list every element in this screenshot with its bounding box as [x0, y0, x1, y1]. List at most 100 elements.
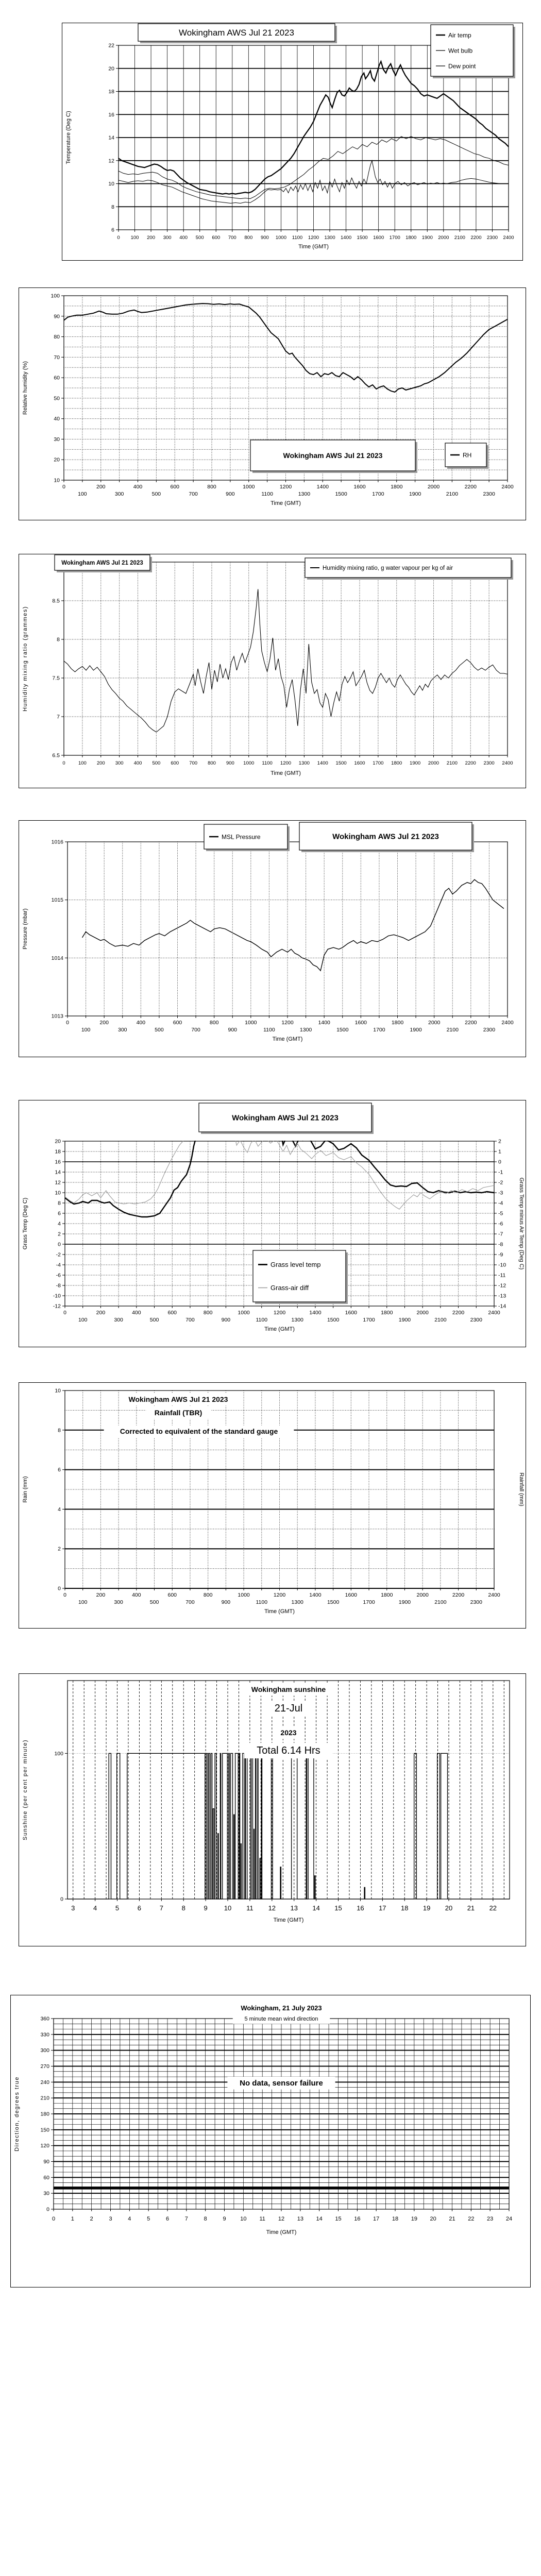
svg-text:2200: 2200 — [465, 1020, 477, 1026]
svg-text:210: 210 — [40, 2095, 49, 2102]
svg-text:14: 14 — [55, 1170, 61, 1176]
svg-text:18: 18 — [55, 1149, 61, 1155]
svg-text:3: 3 — [71, 1904, 75, 1912]
svg-text:2300: 2300 — [483, 1027, 496, 1033]
svg-text:2: 2 — [90, 2216, 93, 2222]
svg-text:2400: 2400 — [488, 1592, 500, 1598]
svg-text:120: 120 — [40, 2143, 49, 2149]
svg-text:1300: 1300 — [298, 491, 311, 497]
svg-text:Corrected to equivalent of the: Corrected to equivalent of the standard … — [120, 1427, 278, 1435]
svg-text:1300: 1300 — [292, 1599, 304, 1605]
svg-text:1200: 1200 — [274, 1592, 286, 1598]
svg-text:12: 12 — [278, 2216, 284, 2222]
svg-text:1500: 1500 — [327, 1599, 340, 1605]
svg-text:2300: 2300 — [483, 491, 495, 497]
svg-text:5: 5 — [115, 1904, 119, 1912]
chart-wind-direction: 0 30 60 90 120 150 180 210 240 270 300 330 360 0 1 2 3 4 5… — [10, 1995, 531, 2287]
svg-text:14: 14 — [312, 1904, 319, 1912]
svg-text:2000: 2000 — [438, 235, 449, 241]
svg-text:20: 20 — [445, 1904, 452, 1912]
chart-frame — [19, 1382, 526, 1629]
svg-text:700: 700 — [191, 1027, 200, 1033]
legend: RH — [450, 451, 471, 459]
svg-text:1: 1 — [71, 2216, 74, 2222]
svg-text:Pressure (mbar): Pressure (mbar) — [22, 908, 28, 949]
svg-text:Air temp: Air temp — [448, 31, 471, 39]
svg-text:6: 6 — [166, 2216, 169, 2222]
series-humidity-mixing-ratio — [64, 589, 508, 733]
svg-text:2100: 2100 — [446, 491, 459, 497]
chart-frame — [19, 820, 526, 1057]
axis-labels: 1020304050607080901000100200300400500600… — [22, 293, 514, 507]
svg-text:16: 16 — [354, 2216, 360, 2222]
axis-labels: -12-10-8-6-4-202468101214161820-14-13-12… — [22, 1139, 525, 1333]
svg-text:100: 100 — [81, 1027, 91, 1033]
svg-text:17: 17 — [373, 2216, 379, 2222]
svg-text:18: 18 — [108, 89, 114, 95]
svg-text:80: 80 — [54, 334, 60, 340]
svg-text:1200: 1200 — [274, 1310, 286, 1316]
svg-text:500: 500 — [150, 1317, 159, 1323]
svg-text:Rainfall (mm): Rainfall (mm) — [518, 1472, 525, 1506]
svg-text:1100: 1100 — [256, 1317, 267, 1323]
legend: Grass level temp Grass-air diff — [258, 1261, 321, 1292]
legend: Air temp Wet bulb Dew point — [436, 31, 476, 70]
svg-text:400: 400 — [133, 484, 143, 490]
axis-labels: 0 100 3 4 5 6 7 8 9 10 11 12 13 14 15 16 17 18 19 20 21 22 Tim… — [22, 1739, 497, 1923]
svg-text:16: 16 — [55, 1159, 61, 1165]
svg-text:0: 0 — [63, 1592, 66, 1598]
svg-text:1400: 1400 — [317, 484, 329, 490]
svg-text:No data, sensor failure: No data, sensor failure — [240, 2079, 323, 2088]
svg-text:2300: 2300 — [484, 760, 495, 766]
svg-text:MSL Pressure: MSL Pressure — [222, 833, 261, 840]
svg-text:12: 12 — [108, 158, 114, 164]
svg-text:6: 6 — [138, 1904, 141, 1912]
svg-text:-11: -11 — [498, 1273, 506, 1279]
svg-text:4: 4 — [93, 1904, 97, 1912]
pressure-svg: 1013 1014 1015 1016 0 100 200 300 400 500 600 700 80… — [19, 820, 526, 1057]
svg-text:200: 200 — [96, 484, 106, 490]
svg-text:0: 0 — [52, 2216, 55, 2222]
svg-text:Direction, degrees true: Direction, degrees true — [14, 2076, 20, 2151]
svg-text:9: 9 — [204, 1904, 208, 1912]
svg-text:13: 13 — [297, 2216, 303, 2222]
svg-text:RH: RH — [463, 451, 471, 459]
svg-text:900: 900 — [226, 491, 235, 497]
svg-text:600: 600 — [167, 1310, 177, 1316]
svg-text:330: 330 — [40, 2031, 49, 2038]
svg-text:22: 22 — [468, 2216, 474, 2222]
svg-text:1700: 1700 — [363, 1317, 375, 1323]
svg-text:Time (GMT): Time (GMT) — [266, 2229, 297, 2235]
svg-text:700: 700 — [189, 491, 198, 497]
svg-text:800: 800 — [210, 1020, 219, 1026]
svg-text:-2: -2 — [498, 1180, 503, 1186]
svg-text:300: 300 — [40, 2047, 49, 2054]
svg-text:20: 20 — [54, 457, 60, 463]
series-grass-air-diff — [65, 1141, 494, 1210]
annotations: Wokingham, 21 July 2023 5 minute mean win… — [227, 2002, 335, 2090]
svg-text:1100: 1100 — [292, 235, 302, 241]
svg-text:2100: 2100 — [454, 235, 465, 241]
svg-text:20: 20 — [430, 2216, 436, 2222]
svg-text:200: 200 — [99, 1020, 109, 1026]
svg-text:1200: 1200 — [281, 1020, 294, 1026]
svg-text:2200: 2200 — [452, 1310, 465, 1316]
chart-mixing-ratio: 6.577.588.590100200300400500600700800900… — [19, 554, 526, 788]
svg-text:1400: 1400 — [341, 235, 351, 241]
svg-text:Humidity mixing ratio (grammes: Humidity mixing ratio (grammes) — [22, 606, 28, 711]
series-wet-bulb — [119, 136, 509, 199]
svg-text:8.5: 8.5 — [52, 598, 60, 604]
svg-text:Grass-air diff: Grass-air diff — [270, 1284, 309, 1292]
svg-text:-10: -10 — [53, 1293, 61, 1299]
svg-text:7.5: 7.5 — [52, 675, 60, 682]
svg-text:600: 600 — [171, 760, 179, 766]
svg-text:1400: 1400 — [317, 760, 328, 766]
svg-text:Time (GMT): Time (GMT) — [273, 1036, 303, 1042]
svg-text:-12: -12 — [498, 1283, 506, 1289]
svg-text:1400: 1400 — [309, 1592, 322, 1598]
svg-text:21: 21 — [449, 2216, 455, 2222]
svg-text:300: 300 — [118, 1027, 127, 1033]
svg-text:100: 100 — [78, 491, 87, 497]
svg-text:400: 400 — [132, 1310, 141, 1316]
svg-text:200: 200 — [96, 1310, 106, 1316]
